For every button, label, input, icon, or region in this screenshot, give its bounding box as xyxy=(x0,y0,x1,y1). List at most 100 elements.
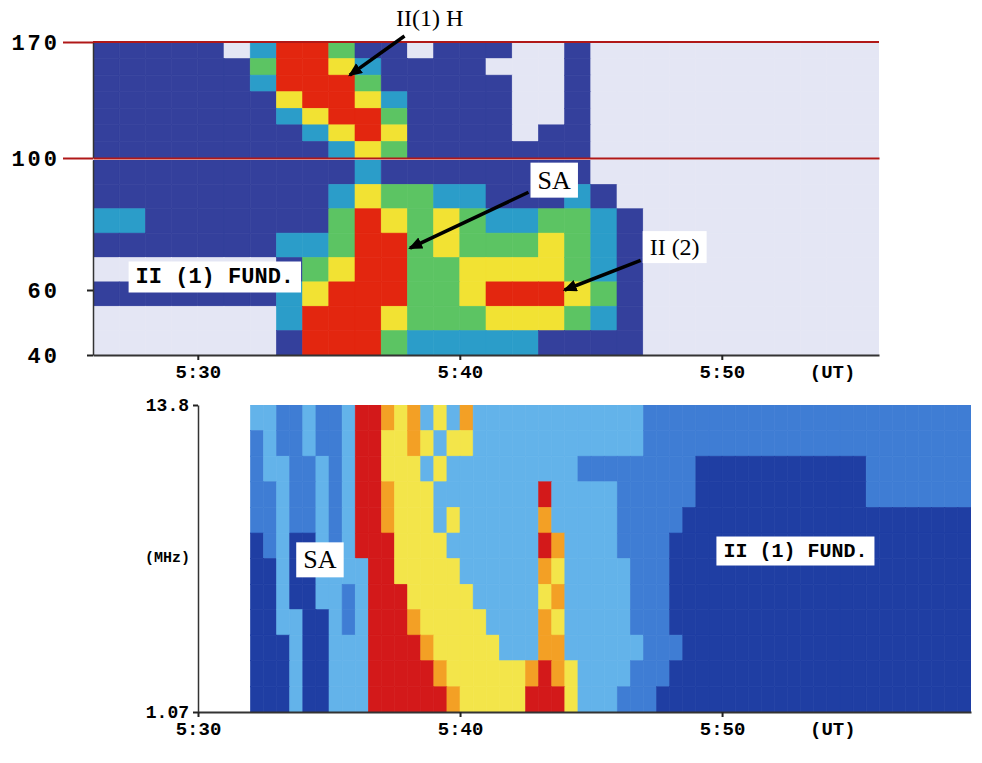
heatmap-cell xyxy=(460,258,486,282)
heatmap-cell xyxy=(617,559,630,585)
heatmap-cell xyxy=(329,306,355,330)
heatmap-cell xyxy=(905,482,918,508)
heatmap-cell xyxy=(565,141,591,158)
heatmap-cell xyxy=(905,431,918,457)
heatmap-cell xyxy=(774,184,800,208)
heatmap-cell xyxy=(827,687,840,712)
heatmap-cell xyxy=(381,209,407,233)
heatmap-cell xyxy=(342,456,355,482)
heatmap-cell xyxy=(539,559,552,585)
heatmap-cell xyxy=(565,233,591,257)
heatmap-cell xyxy=(395,456,408,482)
heatmap-cell xyxy=(552,635,565,661)
heatmap-cell xyxy=(276,141,302,158)
heatmap-cell xyxy=(958,405,971,431)
heatmap-cell xyxy=(879,687,892,712)
heatmap-cell xyxy=(840,507,853,533)
heatmap-cell xyxy=(670,610,683,635)
heatmap-cell xyxy=(669,141,695,158)
heatmap-cell xyxy=(316,456,329,482)
heatmap-cell xyxy=(434,559,447,585)
heatmap-cell xyxy=(526,405,539,431)
heatmap-cell xyxy=(670,482,683,508)
heatmap-cell xyxy=(368,610,381,635)
heatmap-cell xyxy=(473,482,486,508)
heatmap-cell xyxy=(355,233,381,257)
heatmap-cell xyxy=(381,507,394,533)
heatmap-cell xyxy=(486,610,499,635)
heatmap-cell xyxy=(801,635,814,661)
heatmap-cell xyxy=(381,533,394,559)
heatmap-cell xyxy=(617,661,630,687)
heatmap-cell xyxy=(696,59,722,76)
heatmap-cell xyxy=(512,533,525,559)
heatmap-cell xyxy=(879,533,892,559)
heatmap-cell xyxy=(735,635,748,661)
heatmap-cell xyxy=(460,108,486,125)
heatmap-cell xyxy=(460,507,473,533)
heatmap-cell xyxy=(722,75,748,92)
heatmap-cell xyxy=(657,533,670,559)
heatmap-cell xyxy=(539,610,552,635)
heatmap-cell xyxy=(408,405,421,431)
heatmap-cell xyxy=(93,125,119,142)
heatmap-cell xyxy=(486,635,499,661)
heatmap-cell xyxy=(421,456,434,482)
heatmap-cell xyxy=(224,42,250,59)
heatmap-cell xyxy=(879,456,892,482)
heatmap-cell xyxy=(250,405,263,431)
heatmap-cell xyxy=(591,125,617,142)
heatmap-cell xyxy=(657,507,670,533)
heatmap-cell xyxy=(460,75,486,92)
heatmap-cell xyxy=(748,209,774,233)
heatmap-cell xyxy=(578,405,591,431)
heatmap-cell xyxy=(853,431,866,457)
heatmap-cell xyxy=(93,160,119,184)
heatmap-cell xyxy=(840,635,853,661)
heatmap-cell xyxy=(381,456,394,482)
heatmap-cell xyxy=(290,584,303,609)
heatmap-cell xyxy=(591,635,604,661)
heatmap-cell xyxy=(342,533,355,559)
annotation-text: II(1) H xyxy=(396,5,463,31)
heatmap-cell xyxy=(919,533,932,559)
heatmap-cell xyxy=(591,59,617,76)
heatmap-cell xyxy=(368,482,381,508)
heatmap-cell xyxy=(827,405,840,431)
heatmap-cell xyxy=(224,92,250,109)
heatmap-cell xyxy=(303,635,316,661)
heatmap-cell xyxy=(538,282,564,306)
heatmap-cell xyxy=(932,661,945,687)
heatmap-cell xyxy=(643,108,669,125)
heatmap-cell xyxy=(643,482,656,508)
heatmap-cell xyxy=(276,184,302,208)
heatmap-cell xyxy=(264,559,277,585)
heatmap-cell xyxy=(643,282,669,306)
heatmap-cell xyxy=(198,59,224,76)
heatmap-cell xyxy=(578,687,591,712)
heatmap-cell xyxy=(250,635,263,661)
heatmap-cell xyxy=(683,687,696,712)
tick-label: 5:50 xyxy=(700,719,746,741)
heatmap-cell xyxy=(774,233,800,257)
heatmap-cell xyxy=(722,431,735,457)
heatmap-cell xyxy=(329,258,355,282)
heatmap-cell xyxy=(93,75,119,92)
heatmap-cell xyxy=(774,635,787,661)
heatmap-cell xyxy=(552,482,565,508)
heatmap-cell xyxy=(774,160,800,184)
heatmap-cell xyxy=(657,456,670,482)
heatmap-cell xyxy=(486,282,512,306)
heatmap-cell xyxy=(669,282,695,306)
heatmap-cell xyxy=(512,559,525,585)
heatmap-cell xyxy=(460,160,486,184)
tick-mark xyxy=(459,355,461,360)
annotation-arrow xyxy=(410,192,528,248)
heatmap-cell xyxy=(250,559,263,585)
heatmap-cell xyxy=(945,635,958,661)
heatmap-cell xyxy=(683,507,696,533)
heatmap-cell xyxy=(617,59,643,76)
heatmap-cell xyxy=(761,584,774,609)
heatmap-cell xyxy=(303,610,316,635)
heatmap-cell xyxy=(578,610,591,635)
